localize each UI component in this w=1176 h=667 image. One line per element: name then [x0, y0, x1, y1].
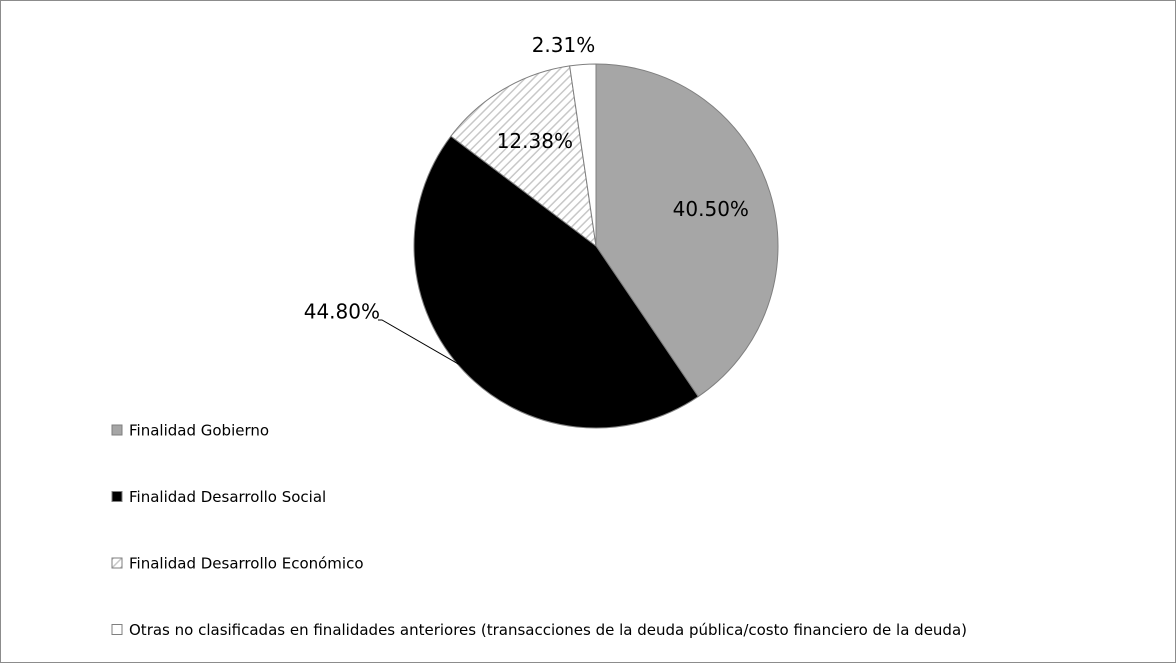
data-label: 2.31%	[532, 33, 596, 57]
leader-line	[378, 319, 467, 370]
legend-label: Finalidad Desarrollo Social	[129, 488, 326, 506]
legend-swatch	[111, 491, 123, 502]
pie-slice	[413, 135, 699, 429]
pie-slice	[569, 63, 597, 247]
legend-swatch	[111, 624, 123, 635]
legend-label: Finalidad Desarrollo Económico	[129, 555, 364, 573]
data-label: 12.38%	[497, 129, 573, 153]
legend-label: Otras no clasificadas en finalidades ant…	[129, 621, 967, 639]
pie-slice	[450, 65, 597, 248]
legend-swatch	[111, 557, 123, 569]
legend-label: Finalidad Gobierno	[129, 422, 269, 440]
data-label: 44.80%	[304, 300, 380, 324]
data-label: 40.50%	[673, 197, 749, 221]
pie-slice	[595, 63, 779, 398]
legend-swatch	[111, 424, 123, 436]
